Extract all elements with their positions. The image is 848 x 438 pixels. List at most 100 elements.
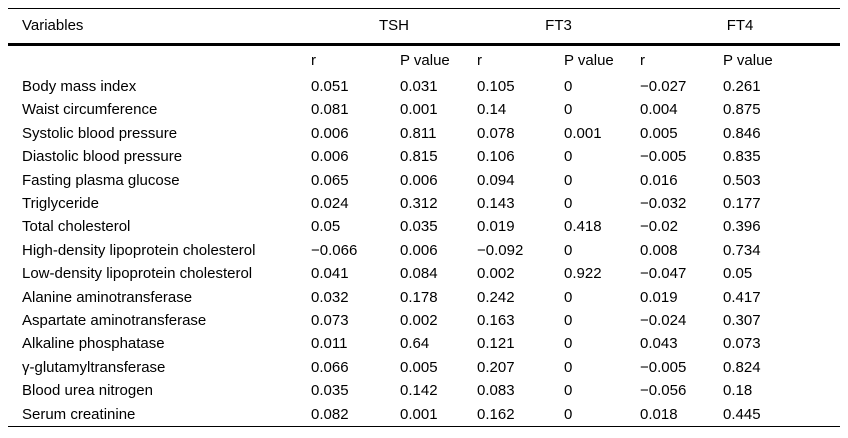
value-cell: 0.106: [477, 148, 515, 166]
value-cell: 0.006: [311, 148, 349, 166]
value-cell: 0.261: [723, 78, 761, 95]
value-cell: −0.092: [477, 241, 524, 259]
correlation-table: Variables TSH FT3 FT4 r P value r P valu…: [8, 8, 841, 428]
value-cell: 0.178: [400, 288, 438, 306]
variable-label: Diastolic blood pressure: [22, 148, 183, 166]
table-group-header-row: Variables TSH FT3 FT4: [8, 8, 841, 46]
value-cell: 0.032: [311, 288, 349, 306]
value-cell: 0.734: [723, 241, 761, 259]
value-cell: 0.006: [400, 171, 438, 189]
value-cell: 0.142: [400, 382, 438, 400]
value-cell: 0.312: [400, 195, 438, 213]
value-cell: 0.207: [477, 358, 515, 376]
value-cell: 0: [564, 78, 573, 95]
table-row: Body mass index 0.051 0.031 0.105 0 −0.027 0.2…: [8, 75, 840, 98]
value-cell: −0.005: [640, 358, 687, 376]
value-cell: 0.082: [311, 405, 349, 423]
table-row: Low-density lipoprotein cholesterol 0.041…: [8, 262, 840, 285]
value-cell: −0.032: [640, 195, 687, 213]
value-cell: 0.001: [400, 101, 438, 119]
value-cell: 0.002: [400, 312, 438, 330]
value-cell: 0.035: [311, 382, 349, 400]
table-row: Aspartate aminotransferase 0.073 0.002 0.16…: [8, 309, 840, 332]
value-cell: −0.056: [640, 382, 687, 400]
value-cell: −0.047: [640, 265, 687, 283]
subheader-ft3-r: r: [477, 52, 482, 69]
table-row: Alkaline phosphatase 0.011 0.64 0.121 0 0.043…: [8, 332, 840, 355]
table-row: Systolic blood pressure 0.006 0.811 0.078 0.…: [8, 122, 840, 145]
value-cell: 0.143: [477, 195, 515, 213]
value-cell: −0.02: [640, 218, 678, 236]
value-cell: 0.066: [311, 358, 349, 376]
value-cell: 0.006: [400, 241, 438, 259]
value-cell: 0: [564, 335, 573, 353]
value-cell: 0.105: [477, 78, 515, 95]
value-cell: 0.875: [723, 101, 761, 119]
table-row: High-density lipoprotein cholesterol −0.0…: [8, 239, 840, 262]
value-cell: 0.002: [477, 265, 515, 283]
value-cell: 0.846: [723, 124, 761, 142]
value-cell: 0: [564, 405, 573, 423]
table-row: Triglyceride 0.024 0.312 0.143 0 −0.032 0.177: [8, 192, 840, 215]
value-cell: 0: [564, 101, 573, 119]
value-cell: 0.001: [400, 405, 438, 423]
value-cell: 0.121: [477, 335, 515, 353]
subheader-tsh-r: r: [311, 52, 316, 69]
variable-label: Total cholesterol: [22, 218, 131, 236]
value-cell: 0.081: [311, 101, 349, 119]
value-cell: 0.835: [723, 148, 761, 166]
subheader-empty-cell: [8, 45, 311, 76]
value-cell: 0.019: [477, 218, 515, 236]
table-body: Body mass index 0.051 0.031 0.105 0 −0.027 0.2…: [8, 75, 840, 427]
table-row: Serum creatinine 0.082 0.001 0.162 0 0.018 0.4…: [8, 403, 840, 427]
table-row: Fasting plasma glucose 0.065 0.006 0.094 0 0.…: [8, 169, 840, 192]
value-cell: 0.073: [311, 312, 349, 330]
value-cell: 0.041: [311, 265, 349, 283]
value-cell: 0.078: [477, 124, 515, 142]
value-cell: 0.011: [311, 335, 348, 353]
value-cell: 0.396: [723, 218, 761, 236]
value-cell: 0.019: [640, 288, 678, 306]
value-cell: 0.05: [723, 265, 753, 283]
value-cell: 0.018: [640, 405, 678, 423]
value-cell: 0: [564, 195, 573, 213]
variable-label: γ-glutamyltransferase: [22, 358, 166, 376]
table-row: Blood urea nitrogen 0.035 0.142 0.083 0 −0.05…: [8, 379, 840, 402]
subheader-ft3-pvalue: P value: [564, 52, 614, 69]
variable-label: Body mass index: [22, 78, 137, 95]
page: Variables TSH FT3 FT4 r P value r P valu…: [8, 8, 841, 428]
value-cell: 0.05: [311, 218, 341, 236]
subheader-tsh-pvalue: P value: [400, 52, 450, 69]
variable-label: Waist circumference: [22, 101, 158, 119]
value-cell: 0.008: [640, 241, 678, 259]
value-cell: 0.64: [400, 335, 430, 353]
variable-label: Systolic blood pressure: [22, 124, 178, 142]
value-cell: 0.162: [477, 405, 515, 423]
value-cell: 0.031: [400, 78, 438, 95]
table-row: Alanine aminotransferase 0.032 0.178 0.242 0…: [8, 286, 840, 309]
value-cell: −0.066: [311, 241, 358, 259]
value-cell: 0.035: [400, 218, 438, 236]
value-cell: 0.242: [477, 288, 515, 306]
value-cell: −0.027: [640, 78, 687, 95]
group-header-tsh: TSH: [311, 8, 477, 46]
value-cell: 0.418: [564, 218, 602, 236]
subheader-ft4-r: r: [640, 52, 646, 69]
table-row: Waist circumference 0.081 0.001 0.14 0 0.004 0…: [8, 98, 840, 121]
value-cell: 0.073: [723, 335, 761, 353]
value-cell: 0.307: [723, 312, 761, 330]
variable-label: Triglyceride: [22, 195, 99, 213]
variable-label: Alkaline phosphatase: [22, 335, 165, 353]
table-row: γ-glutamyltransferase 0.066 0.005 0.207 0 −0.…: [8, 356, 840, 379]
value-cell: 0.016: [640, 171, 678, 189]
value-cell: −0.024: [640, 312, 687, 330]
value-cell: 0.14: [477, 101, 507, 119]
value-cell: 0: [564, 382, 573, 400]
value-cell: 0.084: [400, 265, 438, 283]
value-cell: 0.503: [723, 171, 761, 189]
variable-label: Fasting plasma glucose: [22, 171, 180, 189]
value-cell: −0.005: [640, 148, 687, 166]
value-cell: 0.004: [640, 101, 678, 119]
value-cell: 0.043: [640, 335, 678, 353]
value-cell: 0: [564, 148, 573, 166]
